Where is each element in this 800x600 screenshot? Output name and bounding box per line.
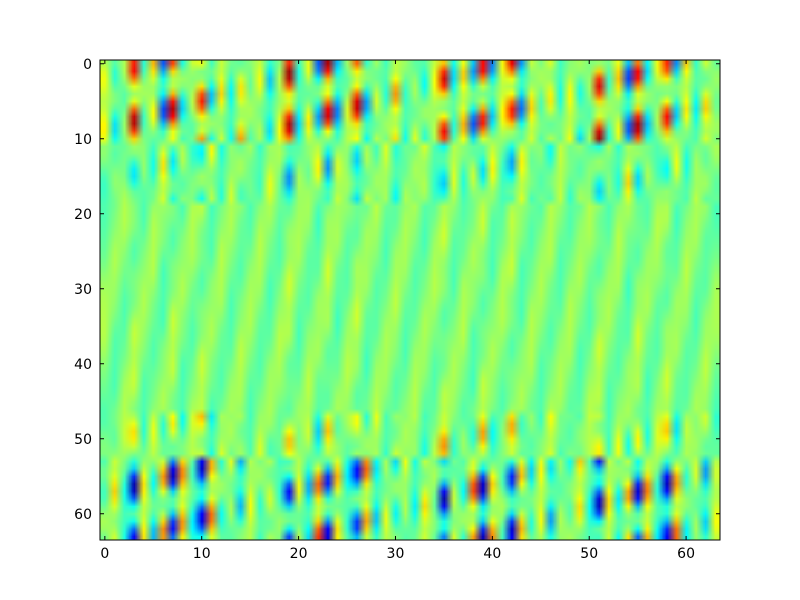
axes-frame [99, 59, 721, 541]
y-tick-label: 40 [74, 357, 92, 373]
plot-area: 0 10 20 30 40 50 60 0 10 20 30 40 50 60 [74, 57, 721, 562]
x-tick-label: 0 [100, 546, 109, 562]
heatmap-image [100, 60, 720, 540]
x-tick-label: 20 [290, 546, 308, 562]
x-tick-label: 10 [193, 546, 211, 562]
x-axis-ticks: 0 10 20 30 40 50 60 [100, 60, 695, 562]
y-tick-label: 50 [74, 432, 92, 448]
x-tick-label: 50 [580, 546, 598, 562]
x-tick-label: 40 [483, 546, 501, 562]
heatmap-image-container [100, 60, 720, 540]
y-tick-label: 0 [83, 57, 92, 73]
y-tick-label: 20 [74, 207, 92, 223]
y-tick-label: 10 [74, 132, 92, 148]
x-tick-label: 60 [677, 546, 695, 562]
x-tick-label: 30 [387, 546, 405, 562]
y-tick-label: 30 [74, 282, 92, 298]
y-axis-ticks: 0 10 20 30 40 50 60 [74, 57, 720, 523]
y-tick-label: 60 [74, 507, 92, 523]
